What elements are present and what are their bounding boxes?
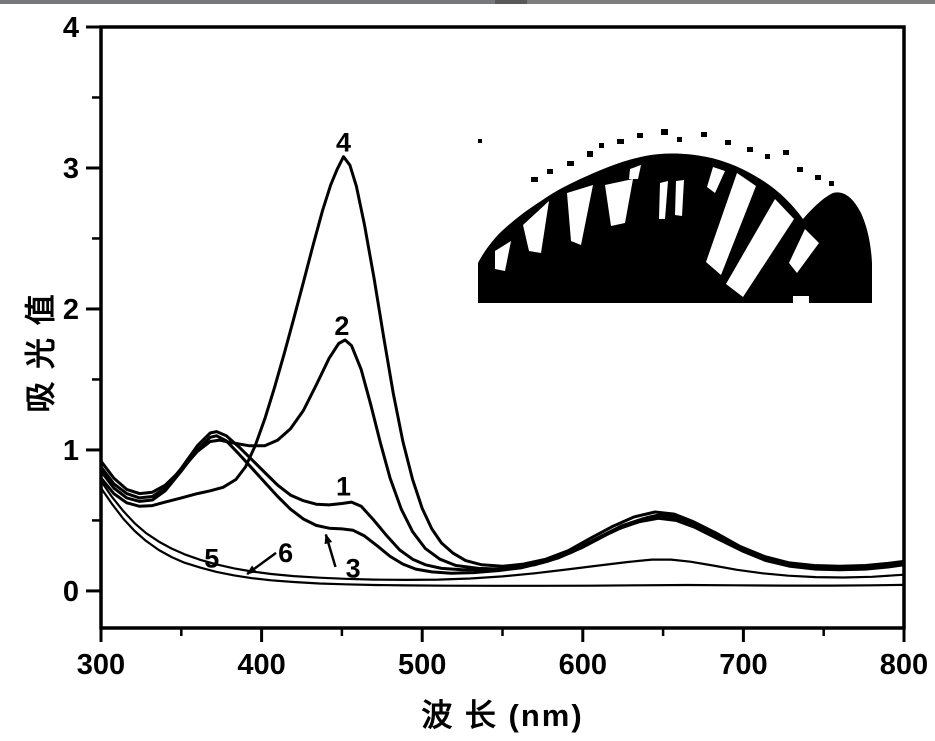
x-tick-label: 800: [880, 649, 928, 681]
curve-label-2: 2: [334, 311, 349, 341]
y-axis-label: 吸 光 值: [23, 292, 59, 413]
top-strip-segment-1: [495, 0, 527, 4]
curve-3: [99, 434, 906, 575]
curve-2: [99, 338, 906, 571]
curve-1: [99, 430, 906, 572]
y-tick-label: 4: [63, 12, 79, 44]
spectra-curves: [99, 155, 906, 587]
curve-label-3: 3: [346, 553, 361, 583]
top-strip-segment-0: [0, 0, 495, 4]
axes: 300 400 500 600 700 800 0 1 2 3 4: [63, 12, 928, 681]
x-tick-label: 600: [559, 649, 607, 681]
curve-4: [99, 155, 906, 568]
top-strip-segment-2: [527, 0, 935, 4]
x-tick-label: 700: [719, 649, 767, 681]
curve-label-6: 6: [278, 538, 293, 568]
curve-number-labels: 4 2 1 3 5 6: [204, 128, 360, 584]
y-tick-label: 2: [63, 294, 79, 326]
x-axis-label: 波 长 (nm): [421, 698, 584, 733]
curve-label-1: 1: [336, 472, 351, 502]
curve-5: [99, 486, 906, 587]
plot-frame: [99, 25, 906, 630]
annotation-arrow-0: [246, 551, 277, 576]
x-tick-label: 300: [77, 649, 125, 681]
curve-6: [99, 479, 906, 582]
inset-sem-image: [478, 129, 872, 303]
y-tick-label: 0: [63, 576, 79, 608]
window-top-strip: [0, 0, 935, 4]
y-tick-label: 1: [63, 435, 79, 467]
curve-label-4: 4: [336, 128, 351, 158]
curve-label-5: 5: [204, 543, 219, 573]
x-tick-label: 500: [398, 649, 446, 681]
y-tick-label: 3: [63, 153, 79, 185]
annotation-arrow-1: [324, 533, 337, 568]
x-tick-label: 400: [237, 649, 285, 681]
